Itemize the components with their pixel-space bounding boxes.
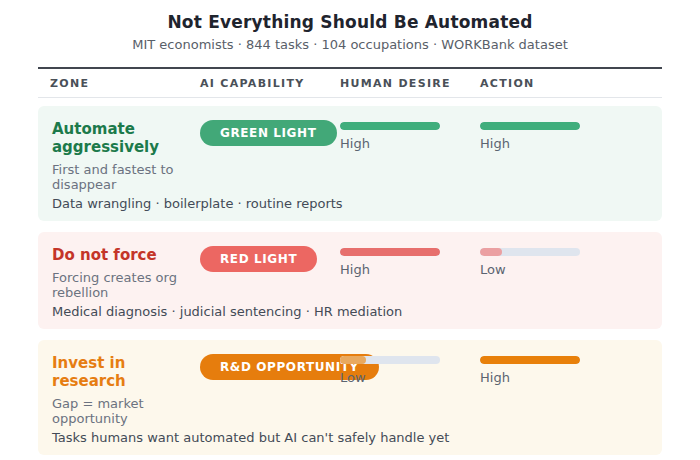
- action-cell: Do not force Forcing creates org rebelli…: [52, 245, 200, 300]
- ai-capability-cell: High: [340, 245, 480, 277]
- zone-examples: Tasks humans want automated but AI can't…: [52, 430, 480, 445]
- column-header-human-desire: HUMAN DESIRE: [340, 77, 480, 90]
- zone-cell: R&D OPPORTUNITY: [200, 353, 340, 385]
- zone-examples: Medical diagnosis · judicial sentencing …: [52, 304, 480, 319]
- zones-table: ZONE AI CAPABILITY HUMAN DESIRE ACTION G…: [38, 67, 662, 460]
- action-title: Invest in research: [52, 354, 200, 390]
- human-desire-bar-fill: [480, 122, 580, 130]
- ai-capability-bar-fill: [340, 356, 366, 364]
- table-row: R&D OPPORTUNITY Low High Invest in resea…: [38, 340, 662, 455]
- ai-capability-level: Low: [340, 370, 480, 385]
- column-header-ai-capability: AI CAPABILITY: [200, 77, 340, 90]
- zone-cell: RED LIGHT: [200, 245, 340, 277]
- ai-capability-cell: Low: [340, 353, 480, 385]
- ai-capability-cell: High: [340, 119, 480, 151]
- ai-capability-bar: [340, 122, 440, 130]
- zone-cell: GREEN LIGHT: [200, 119, 340, 151]
- human-desire-cell: High: [480, 353, 648, 385]
- human-desire-bar-fill: [480, 248, 502, 256]
- action-title: Do not force: [52, 246, 200, 264]
- action-subtitle: First and fastest to disappear: [52, 162, 200, 192]
- page-title: Not Everything Should Be Automated: [38, 12, 662, 32]
- table-body: GREEN LIGHT High High Automate aggressiv…: [38, 106, 662, 460]
- human-desire-bar: [480, 122, 580, 130]
- human-desire-bar: [480, 248, 580, 256]
- human-desire-cell: High: [480, 119, 648, 151]
- ai-capability-level: High: [340, 262, 480, 277]
- ai-capability-bar: [340, 248, 440, 256]
- ai-capability-level: High: [340, 136, 480, 151]
- action-cell: Automate aggressively First and fastest …: [52, 119, 200, 192]
- action-title: Automate aggressively: [52, 120, 200, 156]
- ai-capability-bar-fill: [340, 122, 440, 130]
- table-header-row: ZONE AI CAPABILITY HUMAN DESIRE ACTION: [38, 69, 662, 98]
- zone-examples: Data wrangling · boilerplate · routine r…: [52, 196, 480, 211]
- column-header-zone: ZONE: [50, 77, 200, 90]
- zone-badge: GREEN LIGHT: [200, 120, 337, 146]
- ai-capability-bar: [340, 356, 440, 364]
- action-subtitle: Gap = market opportunity: [52, 396, 200, 426]
- human-desire-cell: Low: [480, 245, 648, 277]
- table-row: RED LIGHT High Low Do not force Forcing …: [38, 232, 662, 329]
- page-subtitle: MIT economists · 844 tasks · 104 occupat…: [38, 37, 662, 52]
- human-desire-bar-fill: [480, 356, 580, 364]
- zone-badge: RED LIGHT: [200, 246, 317, 272]
- human-desire-level: High: [480, 136, 648, 151]
- action-subtitle: Forcing creates org rebellion: [52, 270, 200, 300]
- action-cell: Invest in research Gap = market opportun…: [52, 353, 200, 426]
- ai-capability-bar-fill: [340, 248, 440, 256]
- human-desire-level: Low: [480, 262, 648, 277]
- human-desire-bar: [480, 356, 580, 364]
- table-row: GREEN LIGHT High High Automate aggressiv…: [38, 106, 662, 221]
- column-header-action: ACTION: [480, 77, 662, 90]
- human-desire-level: High: [480, 370, 648, 385]
